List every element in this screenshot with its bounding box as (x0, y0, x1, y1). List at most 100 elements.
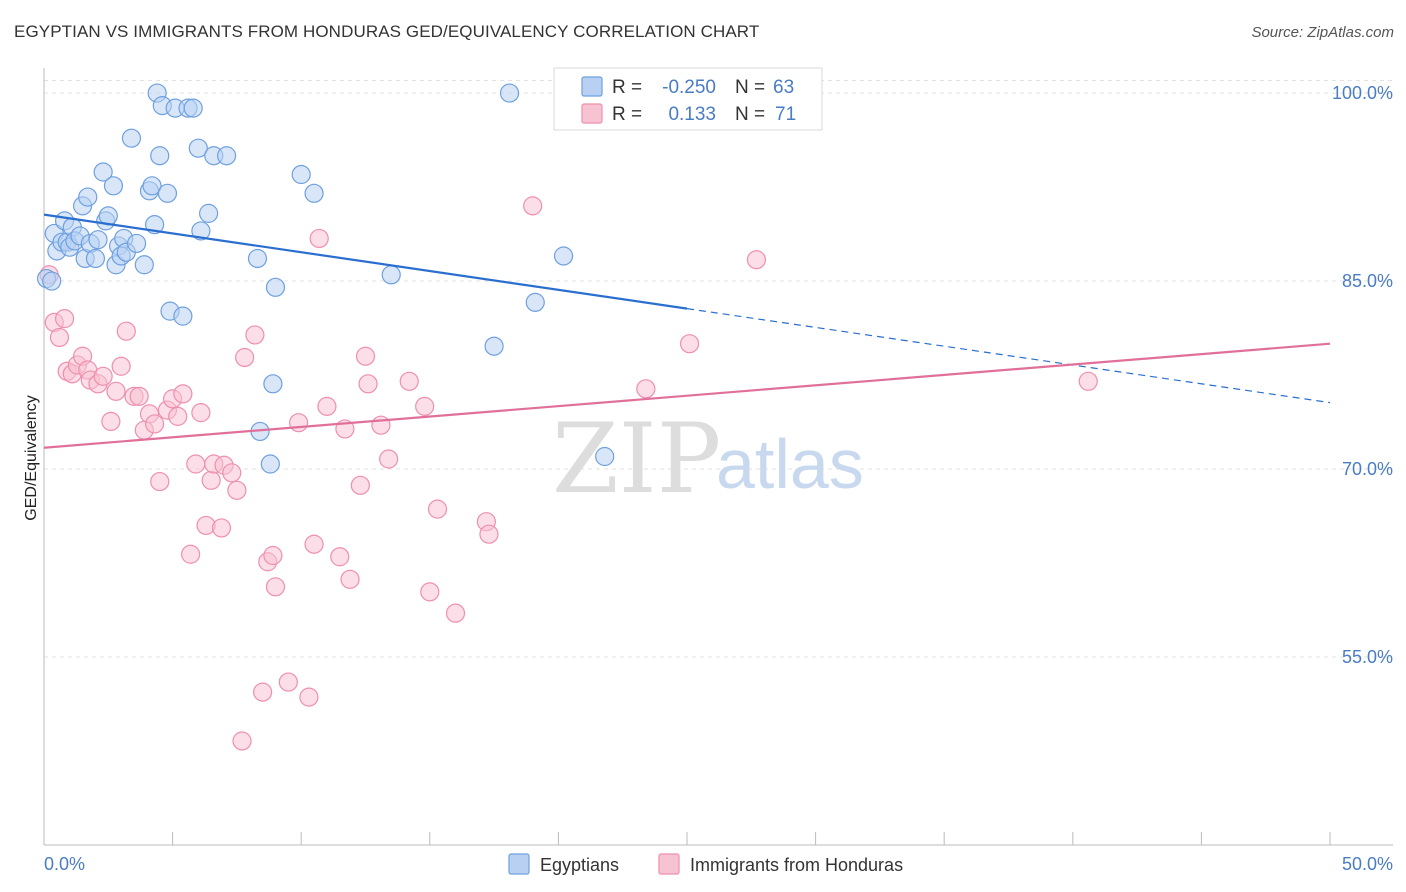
egyptians-point (121, 128, 142, 148)
honduras-point (253, 682, 273, 702)
honduras-point (150, 471, 170, 492)
honduras-point (340, 569, 360, 589)
y-axis-title: GED/Equivalency (23, 395, 40, 520)
trend-lines (43, 213, 1331, 449)
series-honduras-points (39, 83, 1098, 751)
honduras-point (101, 411, 121, 432)
legend-blue-swatch (581, 76, 603, 97)
honduras-point (636, 379, 656, 399)
honduras-point (265, 577, 286, 597)
legend-r-value-1: -0.250 (662, 77, 716, 98)
x-tick-label-min: 0.0% (44, 854, 85, 874)
honduras-point (399, 371, 419, 391)
egyptians-point (157, 183, 178, 203)
honduras-point (415, 396, 435, 416)
honduras-point (355, 346, 376, 366)
stats-legend: R = -0.250 N = 63 R = 0.133 N = 71 (553, 67, 823, 131)
x-tick-label-max: 50.0% (1342, 854, 1393, 874)
egyptians-point (42, 271, 62, 291)
egyptians-trend-line (43, 213, 688, 310)
egyptians-point (217, 146, 237, 166)
bottom-legend-blue-swatch (508, 853, 530, 875)
y-tick-label: 70.0% (1342, 459, 1393, 479)
egyptians-point (191, 221, 211, 241)
honduras-point (479, 524, 499, 544)
legend-r-label-2: R = (612, 104, 642, 125)
egyptians-point (134, 255, 154, 275)
honduras-point (106, 381, 126, 401)
honduras-point (350, 475, 370, 495)
egyptians-trend-extension (686, 308, 1331, 404)
egyptians-point (188, 138, 208, 158)
y-tick-label: 85.0% (1342, 271, 1393, 291)
honduras-point (358, 374, 378, 394)
legend-n-label-2: N = (735, 104, 765, 125)
egyptians-point (126, 233, 147, 254)
bottom-legend-honduras: Immigrants from Honduras (690, 855, 903, 875)
honduras-point (427, 499, 448, 519)
egyptians-point (150, 146, 170, 166)
egyptians-point (88, 230, 108, 250)
honduras-point (116, 321, 136, 341)
y-tick-label: 55.0% (1342, 647, 1393, 667)
honduras-point (173, 384, 193, 404)
honduras-point (317, 396, 337, 416)
egyptians-point (173, 306, 193, 326)
y-tick-labels: 55.0% 70.0% 85.0% 100.0% (1332, 83, 1393, 667)
honduras-point (235, 347, 255, 368)
legend-r-value-2: 0.133 (668, 104, 716, 125)
bottom-legend-pink-swatch (658, 853, 680, 875)
watermark-atlas: atlas (716, 425, 864, 503)
honduras-point (420, 582, 440, 602)
honduras-point (181, 544, 201, 564)
honduras-point (304, 534, 324, 554)
honduras-point (129, 386, 149, 406)
honduras-point (111, 356, 131, 376)
egyptians-point (183, 98, 203, 118)
egyptians-point (381, 265, 401, 285)
egyptians-point (291, 164, 311, 185)
legend-n-label-1: N = (735, 77, 765, 98)
egyptians-point (260, 454, 280, 474)
honduras-point (523, 196, 543, 216)
honduras-point (445, 603, 466, 623)
honduras-point (309, 228, 329, 249)
honduras-point (191, 403, 211, 423)
honduras-point (299, 687, 319, 707)
honduras-point (245, 325, 265, 345)
bottom-legend: Egyptians Immigrants from Honduras (508, 853, 903, 875)
honduras-point (278, 672, 298, 692)
honduras-point (168, 406, 188, 426)
egyptians-point (499, 83, 520, 103)
honduras-point (263, 545, 283, 566)
x-ticks (172, 832, 1331, 845)
legend-pink-swatch (581, 103, 603, 124)
honduras-point (1078, 371, 1098, 391)
egyptians-point (595, 446, 615, 467)
honduras-point (222, 463, 242, 483)
egyptians-point (93, 162, 113, 182)
egyptians-point (142, 176, 162, 196)
honduras-point (746, 250, 767, 270)
egyptians-point (103, 176, 124, 196)
honduras-point (379, 449, 399, 469)
y-tick-label: 100.0% (1332, 83, 1393, 103)
egyptians-point (265, 277, 286, 297)
egyptians-point (247, 248, 268, 269)
legend-n-value-2: 71 (775, 104, 796, 125)
egyptians-point (304, 183, 324, 203)
egyptians-point (85, 248, 106, 269)
honduras-point (679, 334, 700, 354)
legend-r-label-1: R = (612, 77, 642, 98)
legend-n-value-1: 63 (773, 77, 794, 98)
honduras-trend-line (43, 342, 1331, 449)
honduras-point (227, 480, 247, 500)
egyptians-point (199, 203, 219, 223)
chart-source: Source: ZipAtlas.com (1251, 24, 1394, 41)
egyptians-point (525, 292, 545, 312)
honduras-point (93, 366, 113, 386)
honduras-point (211, 518, 232, 538)
honduras-point (289, 413, 309, 433)
honduras-point (54, 309, 75, 329)
